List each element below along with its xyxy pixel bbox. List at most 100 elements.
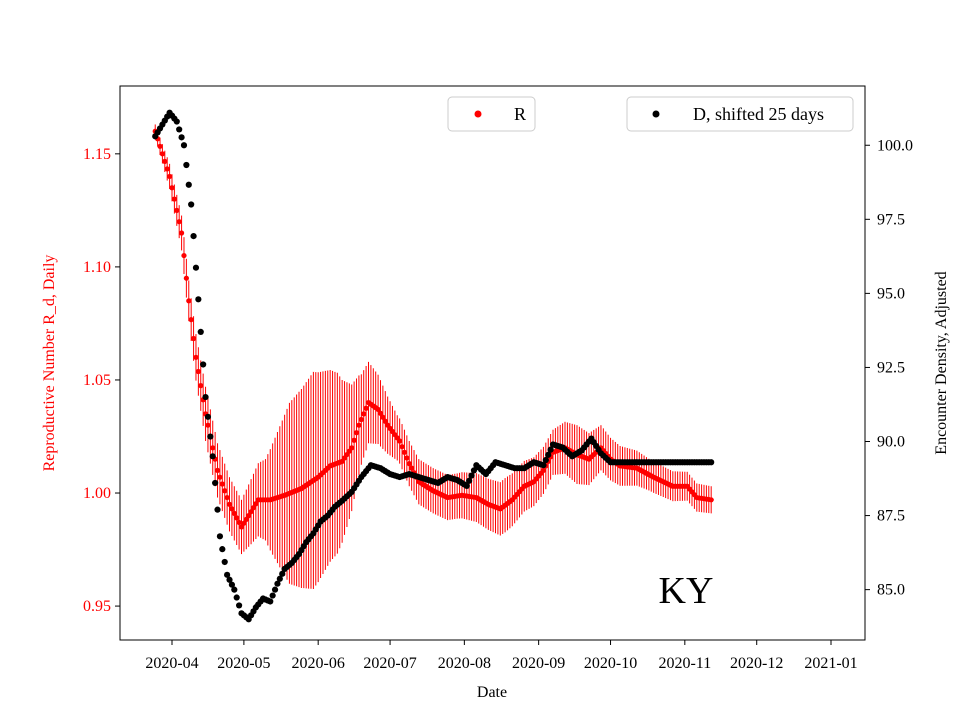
r-point bbox=[188, 317, 194, 323]
r-point bbox=[205, 422, 211, 428]
d-point bbox=[545, 451, 552, 458]
d-point bbox=[214, 506, 221, 513]
legend-r-label: R bbox=[514, 104, 526, 124]
r-point bbox=[159, 151, 166, 157]
d-series bbox=[152, 109, 715, 623]
r-point bbox=[399, 444, 405, 450]
r-point bbox=[171, 196, 177, 202]
right-y-tick-label: 97.5 bbox=[877, 211, 905, 228]
r-point bbox=[193, 354, 199, 360]
plot-frame bbox=[119, 85, 866, 641]
d-point bbox=[542, 456, 549, 464]
r-point bbox=[210, 445, 216, 451]
r-series bbox=[152, 128, 714, 530]
d-point bbox=[235, 602, 243, 609]
d-point bbox=[197, 328, 204, 335]
right-y-tick-label: 90.0 bbox=[877, 434, 905, 451]
r-point bbox=[198, 383, 204, 389]
r-point bbox=[222, 488, 228, 494]
left-y-axis: 0.95 1.00 1.05 1.10 1.15 bbox=[83, 146, 120, 615]
right-y-tick-label: 95.0 bbox=[877, 285, 905, 302]
r-point bbox=[181, 252, 187, 259]
r-point bbox=[363, 405, 369, 411]
r-point bbox=[356, 422, 362, 428]
d-point bbox=[195, 296, 202, 303]
d-point bbox=[708, 459, 715, 466]
right-y-axis: 85.0 87.5 90.0 92.5 95.0 97.5 100.0 bbox=[865, 137, 913, 599]
r-point bbox=[382, 418, 388, 424]
d-point bbox=[183, 161, 190, 169]
r-point bbox=[253, 501, 259, 507]
r-point bbox=[217, 474, 223, 480]
d-point bbox=[228, 581, 236, 588]
right-y-tick-label: 85.0 bbox=[877, 582, 905, 599]
d-point bbox=[209, 453, 216, 460]
d-point bbox=[212, 479, 219, 487]
r-point bbox=[157, 143, 163, 149]
right-y-tick-label: 87.5 bbox=[877, 508, 905, 525]
r-point bbox=[238, 524, 245, 530]
d-point bbox=[279, 570, 286, 577]
right-y-tick-label: 100.0 bbox=[877, 137, 913, 154]
r-point bbox=[190, 335, 197, 342]
r-point bbox=[219, 481, 225, 487]
d-point bbox=[202, 393, 209, 401]
left-y-tick-label: 1.05 bbox=[83, 372, 111, 389]
d-point bbox=[276, 575, 283, 582]
r-point bbox=[164, 166, 170, 172]
r-point bbox=[236, 519, 242, 526]
d-point bbox=[216, 533, 224, 540]
r-point bbox=[224, 494, 230, 501]
left-y-tick-label: 1.00 bbox=[83, 485, 111, 502]
x-axis: 2020-04 2020-05 2020-06 2020-07 2020-08 2020-… bbox=[145, 640, 858, 672]
d-point bbox=[185, 181, 192, 188]
r-point bbox=[380, 414, 386, 420]
legend-d: D, shifted 25 days bbox=[626, 96, 854, 132]
left-y-tick-label: 0.95 bbox=[83, 598, 111, 615]
d-point bbox=[231, 586, 238, 593]
x-tick-label: 2020-08 bbox=[438, 655, 491, 672]
r-point bbox=[375, 406, 381, 412]
legend-r-marker bbox=[474, 110, 482, 118]
d-point bbox=[204, 413, 212, 420]
r-point bbox=[246, 513, 252, 519]
r-point bbox=[186, 298, 192, 304]
d-point bbox=[274, 580, 281, 587]
d-point bbox=[540, 462, 547, 469]
r-point bbox=[361, 411, 367, 417]
r-point bbox=[409, 465, 415, 471]
r-point bbox=[404, 455, 410, 461]
right-y-tick-label: 92.5 bbox=[877, 359, 905, 376]
d-point bbox=[173, 118, 180, 125]
r-point bbox=[195, 368, 201, 375]
r-point bbox=[351, 437, 357, 443]
d-point bbox=[271, 586, 279, 593]
r-point bbox=[401, 449, 408, 455]
r-point bbox=[406, 461, 412, 467]
r-point bbox=[234, 515, 240, 521]
r-point bbox=[353, 430, 360, 436]
r-point bbox=[174, 207, 180, 213]
d-point bbox=[224, 571, 231, 578]
d-point bbox=[466, 477, 473, 484]
r-point bbox=[377, 410, 384, 416]
d-point bbox=[226, 576, 233, 583]
x-axis-label: Date bbox=[477, 684, 507, 701]
r-point bbox=[243, 516, 249, 523]
legend-d-label: D, shifted 25 days bbox=[693, 104, 824, 124]
r-point bbox=[226, 501, 233, 507]
d-point bbox=[269, 592, 276, 599]
x-tick-label: 2020-04 bbox=[145, 655, 198, 672]
d-point bbox=[207, 433, 214, 440]
state-annotation: KY bbox=[659, 570, 714, 612]
d-point bbox=[176, 126, 183, 133]
legend-r: R bbox=[447, 96, 536, 132]
r-point bbox=[176, 219, 182, 225]
d-point bbox=[547, 446, 554, 453]
r-point bbox=[169, 185, 175, 191]
d-point bbox=[192, 264, 200, 271]
legend-d-marker bbox=[652, 110, 660, 118]
d-point bbox=[468, 472, 475, 479]
r-point bbox=[397, 438, 403, 444]
